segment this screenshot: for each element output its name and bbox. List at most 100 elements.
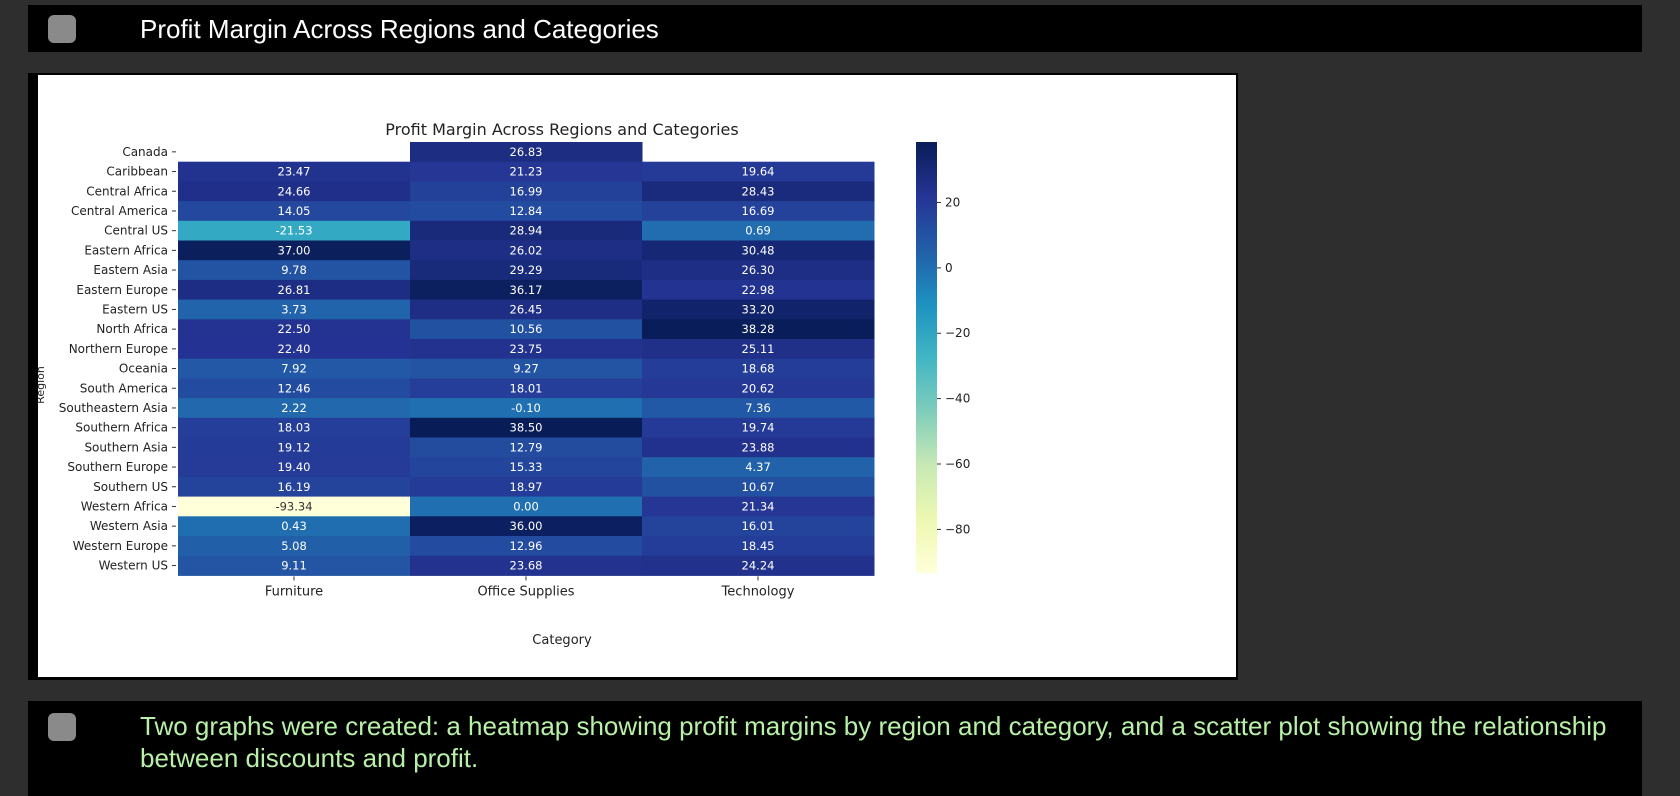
heatmap-cell xyxy=(410,279,643,301)
heatmap-cell xyxy=(642,476,875,498)
heatmap-cell-label: 24.66 xyxy=(278,184,311,198)
column-tick-label: Office Supplies xyxy=(477,584,574,599)
heatmap-cell xyxy=(410,161,643,182)
heatmap-cell xyxy=(410,181,643,202)
heatmap-cell xyxy=(642,201,875,222)
heatmap-cell xyxy=(410,299,643,320)
heatmap-cell xyxy=(642,181,875,202)
heatmap-cell xyxy=(642,457,875,478)
heatmap-cell xyxy=(178,279,411,301)
heatmap-cell-label: 0.69 xyxy=(745,224,771,238)
y-axis-label: Region xyxy=(38,366,47,404)
heatmap-cell xyxy=(410,201,643,222)
heatmap-cell-label: 26.30 xyxy=(742,263,775,277)
heatmap-cell-label: 24.24 xyxy=(742,559,775,573)
heatmap-cell-label: 14.05 xyxy=(278,204,311,218)
heatmap-cell-label: 2.22 xyxy=(281,401,307,415)
heatmap-cell xyxy=(410,417,643,438)
heatmap-cell-label: 5.08 xyxy=(281,539,307,553)
heatmap-cell-label: 16.19 xyxy=(278,480,311,494)
heatmap-cell xyxy=(642,516,875,537)
heatmap-cell-label: 36.17 xyxy=(510,283,543,297)
heatmap-cell xyxy=(642,299,875,320)
heatmap-cell-label: 26.02 xyxy=(510,243,543,257)
heatmap-cell-label: 18.01 xyxy=(510,381,543,395)
heatmap-cell-label: 16.01 xyxy=(742,519,775,533)
heatmap-cell xyxy=(178,339,411,360)
heatmap-cell xyxy=(642,496,875,517)
row-tick-label: Southern Africa xyxy=(75,421,168,435)
heatmap-cell-label: 12.84 xyxy=(510,204,543,218)
heatmap-cell xyxy=(410,240,643,261)
heatmap-cell-label: 30.48 xyxy=(742,243,775,257)
heatmap-cell-label: 19.12 xyxy=(278,440,311,454)
row-tick-label: Central America xyxy=(71,204,168,218)
heatmap-cell xyxy=(178,181,411,202)
colorbar-tick-label: −80 xyxy=(945,522,970,536)
plot-output: 26.83 23.47 21.23 19.64 24.66 16.99 28.43 14.05… xyxy=(34,75,1236,677)
row-tick-label: Eastern US xyxy=(102,302,168,316)
heatmap-cell xyxy=(410,496,643,517)
heatmap-cell xyxy=(410,437,643,458)
colorbar-tick-label: 20 xyxy=(945,195,960,209)
heatmap-cell xyxy=(178,161,411,182)
heatmap-cell xyxy=(178,398,411,419)
heatmap-cell xyxy=(410,260,643,281)
cell-checkbox[interactable] xyxy=(48,15,76,43)
row-tick-label: Southern Europe xyxy=(67,460,168,474)
heatmap-cell-label: 22.98 xyxy=(742,283,775,297)
heatmap-cell xyxy=(410,398,643,419)
heatmap-cell-label: 10.67 xyxy=(742,480,775,494)
heatmap-cell-label: -0.10 xyxy=(511,401,541,415)
colorbar-tick-label: 0 xyxy=(945,261,953,275)
cell-checkbox[interactable] xyxy=(48,713,76,741)
heatmap-cell xyxy=(178,240,411,261)
heatmap-cell xyxy=(178,555,411,576)
heatmap-cell-label: 29.29 xyxy=(510,263,543,277)
heatmap-cell-label: 28.94 xyxy=(510,224,543,238)
row-tick-label: Northern Europe xyxy=(69,342,168,356)
heatmap-cell xyxy=(642,279,875,301)
heatmap-cell-label: 12.46 xyxy=(278,381,311,395)
heatmap-cell-label: 15.33 xyxy=(510,460,543,474)
heatmap-cell-label: 4.37 xyxy=(745,460,771,474)
heatmap-cell xyxy=(178,437,411,458)
heatmap-cell-label: 38.50 xyxy=(510,421,543,435)
heatmap-cell-label: 22.50 xyxy=(278,322,311,336)
colorbar-tick-label: −60 xyxy=(945,457,970,471)
heatmap-cell-label: 20.62 xyxy=(742,381,775,395)
heatmap-cell xyxy=(178,260,411,281)
heatmap-cell xyxy=(410,476,643,498)
heatmap-cell xyxy=(178,516,411,537)
heatmap-cell xyxy=(410,457,643,478)
heatmap-cell xyxy=(178,496,411,517)
heatmap-cell-label: 37.00 xyxy=(278,243,311,257)
heatmap-cell xyxy=(642,378,875,399)
colorbar-tick-label: −40 xyxy=(945,392,970,406)
heatmap-cell-label: 18.68 xyxy=(742,362,775,376)
heatmap-cell-label: 38.28 xyxy=(742,322,775,336)
colorbar-tick-label: −20 xyxy=(945,326,970,340)
heatmap-cell xyxy=(642,339,875,360)
x-axis-label: Category xyxy=(532,633,592,648)
heatmap-cell xyxy=(178,536,411,557)
row-tick-label: Western Asia xyxy=(90,519,168,533)
heatmap-cell xyxy=(410,220,643,241)
heatmap-cell xyxy=(642,417,875,438)
heatmap-cell xyxy=(410,319,643,340)
heatmap-cell-label: 7.92 xyxy=(281,362,307,376)
heatmap-cell xyxy=(642,161,875,182)
heatmap-cell-label: -21.53 xyxy=(275,224,312,238)
heatmap-cell-label: 12.96 xyxy=(510,539,543,553)
heatmap-cell-label: 23.47 xyxy=(278,165,311,179)
heatmap-cell-label: 23.88 xyxy=(742,440,775,454)
heatmap-cell xyxy=(178,457,411,478)
heatmap-cell-label: 25.11 xyxy=(742,342,775,356)
heatmap-cell-label: 9.78 xyxy=(281,263,307,277)
heatmap-cell-label: 0.00 xyxy=(513,499,539,513)
heatmap-cell xyxy=(410,516,643,537)
heatmap-cell-label: 18.45 xyxy=(742,539,775,553)
heatmap-cell xyxy=(642,240,875,261)
heatmap-cell xyxy=(642,437,875,458)
heatmap-cell-label: 16.99 xyxy=(510,184,543,198)
